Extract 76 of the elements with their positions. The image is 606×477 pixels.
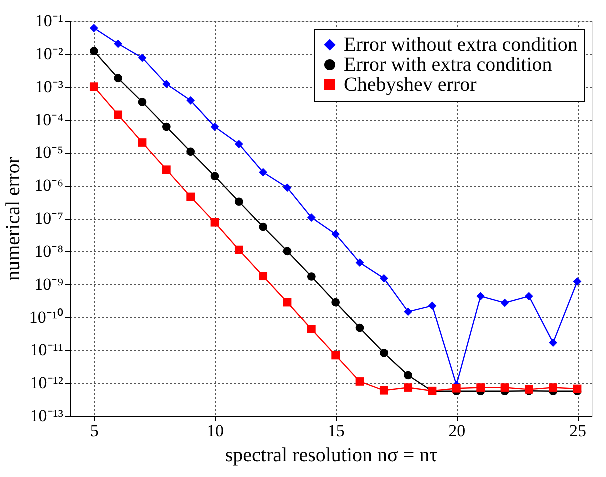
point [380, 386, 388, 395]
legend-label: Error with extra condition [344, 54, 552, 76]
point [356, 258, 364, 268]
legend-label: Chebyshev error [344, 74, 478, 96]
point [259, 272, 268, 281]
y-tick-label: 10⁻⁹ [34, 274, 64, 294]
point [524, 292, 534, 301]
point [404, 371, 413, 380]
x-tick-label: 15 [328, 422, 345, 440]
y-axis-title: numerical error [2, 156, 24, 281]
point [90, 24, 98, 32]
y-tick-label: 10⁻⁸ [34, 242, 64, 261]
point [210, 122, 220, 132]
point [259, 168, 268, 177]
y-tick-label: 10⁻⁵ [34, 143, 64, 162]
point [210, 218, 220, 227]
point [283, 298, 292, 307]
x-tick-label: 10 [207, 422, 224, 440]
point [162, 80, 171, 88]
y-tick-label: 10⁻⁷ [34, 209, 64, 228]
point [234, 198, 244, 206]
point [114, 40, 123, 48]
point [356, 378, 364, 386]
y-tick-label: 10⁻⁴ [34, 110, 64, 130]
point [307, 214, 316, 222]
point [283, 247, 292, 256]
x-tick-label: 25 [570, 422, 586, 440]
point [138, 54, 147, 62]
y-tick-label: 10⁻¹¹ [30, 340, 64, 360]
point [138, 138, 147, 147]
legend-label: Error without extra condition [344, 34, 578, 56]
point [259, 222, 268, 232]
point [476, 384, 486, 392]
point [332, 351, 340, 360]
point [162, 166, 171, 174]
point [114, 74, 123, 83]
x-tick-label: 20 [448, 422, 466, 440]
y-tick-label: 10⁻¹³ [30, 406, 64, 426]
point [332, 230, 340, 239]
point [162, 122, 171, 132]
point [234, 246, 244, 254]
point [114, 110, 123, 120]
point [476, 292, 486, 301]
y-tick-label: 10⁻¹² [30, 374, 64, 393]
y-tick-label: 10⁻⁶ [34, 176, 64, 196]
point [573, 384, 582, 394]
point [90, 82, 98, 92]
point [307, 272, 316, 281]
y-tick-label: 10⁻¹⁰ [29, 308, 64, 327]
point [549, 338, 558, 348]
point [356, 324, 364, 332]
point [210, 172, 220, 181]
point [138, 98, 147, 106]
point [380, 349, 388, 358]
point [549, 384, 558, 392]
point [283, 184, 292, 192]
point [234, 140, 244, 148]
point [307, 325, 316, 334]
point [380, 274, 388, 283]
point [404, 308, 413, 316]
point [500, 298, 510, 308]
point [186, 192, 196, 202]
point [428, 302, 437, 310]
x-tick-label: 5 [90, 422, 99, 440]
point [332, 298, 340, 307]
point [186, 96, 196, 105]
point [90, 47, 98, 56]
point [452, 384, 461, 393]
point [573, 278, 582, 286]
y-tick-label: 10⁻³ [35, 77, 64, 96]
y-tick-label: 10⁻² [35, 44, 64, 64]
point [186, 148, 196, 156]
x-axis-title: spectral resolution nσ = nτ [225, 444, 438, 466]
point [404, 384, 413, 392]
y-tick-label: 10⁻¹ [35, 12, 64, 30]
point [500, 384, 510, 392]
